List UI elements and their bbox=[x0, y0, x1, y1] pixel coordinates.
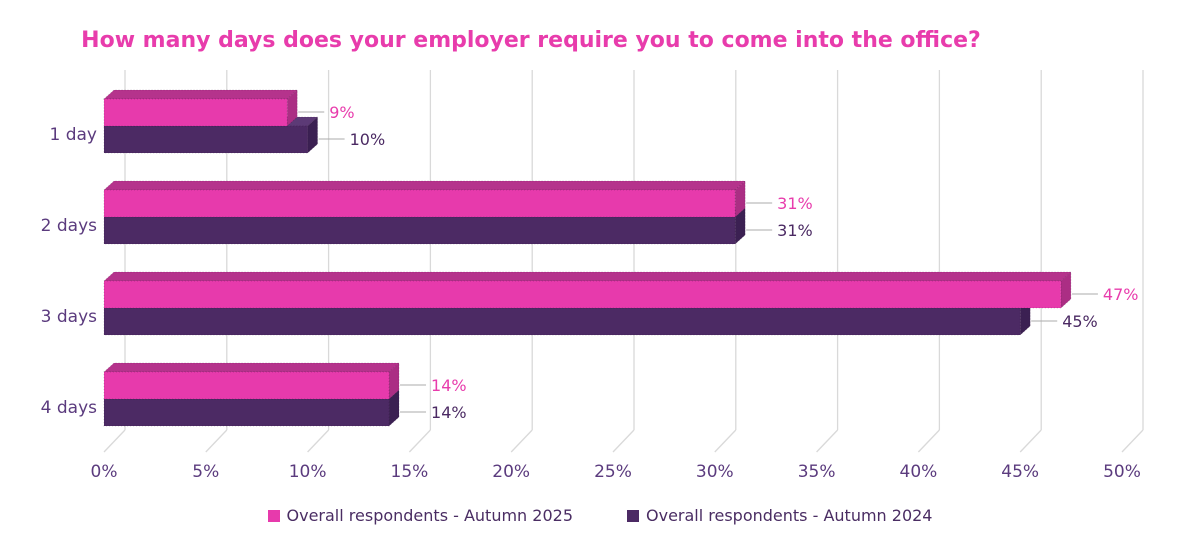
bar-top-face bbox=[102, 180, 747, 191]
x-axis-tick-label: 10% bbox=[289, 462, 327, 482]
x-axis-tick-label: 15% bbox=[391, 462, 429, 482]
x-axis-tick-label: 5% bbox=[192, 462, 219, 482]
gridline-floor-foot bbox=[205, 429, 228, 453]
x-axis-tick-label: 0% bbox=[91, 462, 118, 482]
category-label: 2 days bbox=[41, 216, 97, 236]
category-label: 4 days bbox=[41, 398, 97, 418]
gridline-floor-foot bbox=[612, 429, 635, 453]
gridline-floor-foot bbox=[714, 429, 737, 453]
bar-front-face bbox=[103, 371, 390, 400]
legend-swatch-icon bbox=[267, 509, 280, 522]
bar-front-face bbox=[103, 98, 288, 127]
bar-front-face bbox=[103, 216, 736, 245]
data-label: 9% bbox=[329, 103, 354, 122]
legend-item-autumn-2024: Overall respondents - Autumn 2024 bbox=[627, 506, 932, 525]
gridline-floor-foot bbox=[917, 429, 940, 453]
legend-item-autumn-2025: Overall respondents - Autumn 2025 bbox=[267, 506, 573, 525]
gridline-floor-foot bbox=[510, 429, 533, 453]
bar-front-face bbox=[103, 398, 390, 427]
x-axis-tick-label: 20% bbox=[492, 462, 530, 482]
data-label: 10% bbox=[350, 130, 386, 149]
legend-label: Overall respondents - Autumn 2025 bbox=[286, 506, 573, 525]
bar-3 days-autumn-2025 bbox=[102, 270, 1073, 310]
bar-4 days-autumn-2025 bbox=[102, 361, 401, 401]
bar-top-face bbox=[102, 89, 299, 100]
data-label: 47% bbox=[1103, 285, 1139, 304]
category-label: 3 days bbox=[41, 307, 97, 327]
bar-front-face bbox=[103, 280, 1062, 309]
data-label: 45% bbox=[1062, 312, 1098, 331]
chart-legend: Overall respondents - Autumn 2025 Overal… bbox=[0, 506, 1200, 525]
gridline-floor-foot bbox=[408, 429, 431, 453]
legend-swatch-icon bbox=[627, 509, 639, 522]
bar-1 day-autumn-2025 bbox=[102, 88, 299, 128]
bar-side-face bbox=[734, 179, 746, 219]
gridline-floor-foot bbox=[307, 429, 330, 453]
data-label: 14% bbox=[431, 403, 467, 422]
gridline-floor-foot bbox=[1121, 429, 1144, 453]
x-axis-tick-label: 45% bbox=[1001, 462, 1039, 482]
chart-title: How many days does your employer require… bbox=[81, 28, 981, 53]
bar-side-face bbox=[286, 88, 298, 128]
gridline-floor-foot bbox=[816, 429, 839, 453]
bar-front-face bbox=[103, 307, 1021, 336]
bar-side-face bbox=[1060, 270, 1072, 310]
bar-side-face bbox=[388, 361, 400, 401]
category-label: 1 day bbox=[50, 125, 98, 145]
x-axis-tick-label: 30% bbox=[696, 462, 734, 482]
bar-side-face bbox=[307, 115, 319, 155]
bar-side-face bbox=[734, 206, 746, 246]
bar-top-face bbox=[102, 362, 401, 373]
bar-front-face bbox=[103, 125, 309, 154]
data-label: 31% bbox=[777, 194, 813, 213]
x-axis-tick-label: 40% bbox=[900, 462, 938, 482]
x-axis-tick-label: 50% bbox=[1103, 462, 1141, 482]
gridline-floor-foot bbox=[1019, 429, 1042, 453]
gridline-floor-foot bbox=[103, 429, 126, 453]
legend-label: Overall respondents - Autumn 2024 bbox=[646, 506, 933, 525]
x-axis-tick-label: 25% bbox=[594, 462, 632, 482]
bar-2 days-autumn-2025 bbox=[102, 179, 747, 219]
bar-side-face bbox=[388, 388, 400, 428]
data-label: 31% bbox=[777, 221, 813, 240]
data-label: 14% bbox=[431, 376, 467, 395]
bar-top-face bbox=[102, 271, 1073, 282]
x-axis-tick-label: 35% bbox=[798, 462, 836, 482]
bar-front-face bbox=[103, 189, 736, 218]
